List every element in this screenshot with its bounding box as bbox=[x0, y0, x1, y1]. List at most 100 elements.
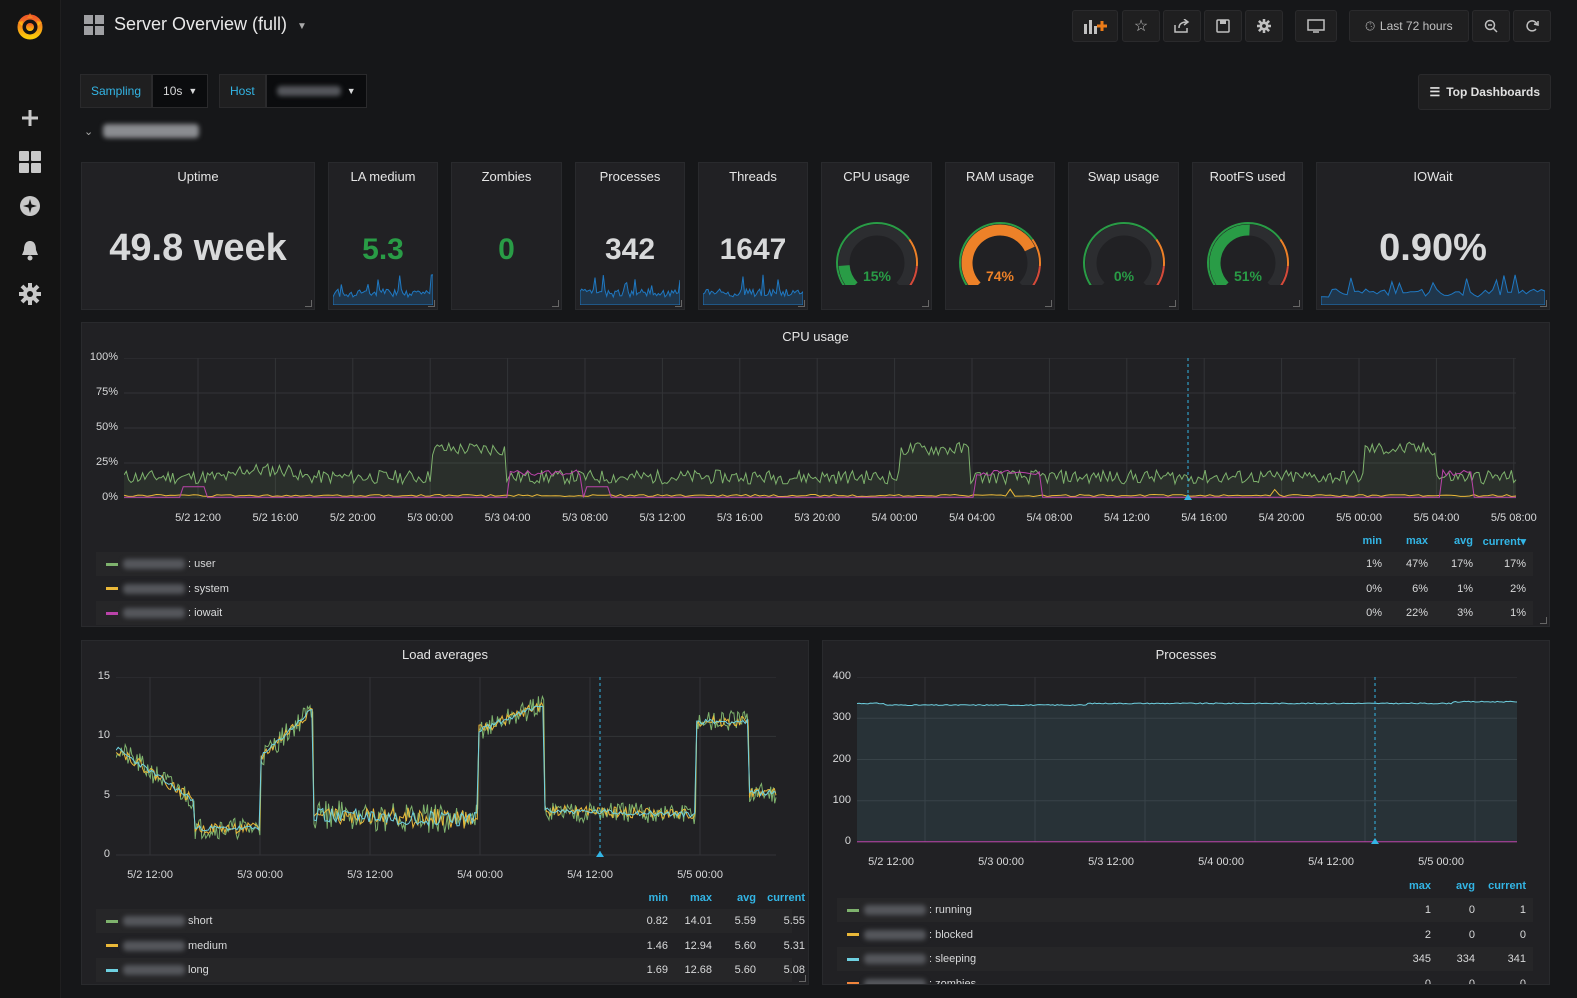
legend-series-name[interactable]: : sleeping bbox=[929, 953, 977, 965]
host-select[interactable]: ▼ bbox=[265, 74, 367, 108]
legend-row[interactable]: : zombies 0 0 0 bbox=[837, 972, 1533, 985]
legend-row[interactable]: : running 1 0 1 bbox=[837, 898, 1533, 922]
legend-column-header[interactable]: avg bbox=[737, 892, 756, 904]
resize-handle[interactable] bbox=[1293, 300, 1300, 307]
legend-row[interactable]: : blocked 2 0 0 bbox=[837, 923, 1533, 947]
grafana-logo-icon[interactable] bbox=[14, 10, 46, 42]
panel-title: Processes bbox=[599, 169, 661, 184]
annotation-marker[interactable] bbox=[596, 851, 604, 857]
legend-color-swatch[interactable] bbox=[106, 562, 118, 566]
annotation-marker[interactable] bbox=[1184, 494, 1192, 500]
refresh-button[interactable] bbox=[1513, 10, 1551, 42]
graph-panel-load-averages[interactable]: Load averages 15 10 5 0 5/2 12:00 5/3 00:00 5/… bbox=[81, 640, 809, 985]
resize-handle[interactable] bbox=[675, 300, 682, 307]
legend-series-name[interactable]: : system bbox=[188, 582, 229, 595]
resize-handle[interactable] bbox=[428, 300, 435, 307]
load-graph-area[interactable]: 15 10 5 0 5/2 12:00 5/3 00:00 5/3 12:00 5/4 00:… bbox=[82, 641, 810, 886]
tv-mode-button[interactable] bbox=[1295, 10, 1337, 42]
add-panel-button[interactable] bbox=[1072, 10, 1118, 42]
legend-row[interactable]: medium 1.46 12.94 5.60 5.31 bbox=[96, 934, 805, 958]
legend-column-header[interactable]: current bbox=[767, 892, 805, 904]
legend-row[interactable]: : system 0% 6% 1% 2% bbox=[96, 577, 1533, 601]
legend-series-name[interactable]: : blocked bbox=[929, 928, 974, 941]
resize-handle[interactable] bbox=[1169, 300, 1176, 307]
legend-color-swatch[interactable] bbox=[106, 968, 118, 972]
star-button[interactable]: ☆ bbox=[1122, 10, 1160, 42]
annotation-marker[interactable] bbox=[1371, 838, 1379, 844]
legend-color-swatch[interactable] bbox=[847, 982, 859, 984]
legend-column-header[interactable]: max bbox=[1405, 535, 1428, 547]
legend-row[interactable]: long 1.69 12.68 5.60 5.08 bbox=[96, 958, 805, 982]
dashboard-picker[interactable]: Server Overview (full) ▼ bbox=[84, 14, 307, 35]
share-button[interactable] bbox=[1163, 10, 1201, 42]
resize-handle[interactable] bbox=[305, 300, 312, 307]
stat-panel-processes[interactable]: Processes 342 bbox=[575, 162, 685, 310]
legend-row[interactable]: : sleeping 345 334 341 bbox=[837, 947, 1533, 971]
save-button[interactable] bbox=[1204, 10, 1242, 42]
legend-column-header[interactable]: max bbox=[1408, 880, 1431, 892]
legend-row[interactable]: : user 1% 47% 17% 17% bbox=[96, 552, 1533, 576]
legend-column-header[interactable]: min bbox=[648, 892, 668, 904]
resize-handle[interactable] bbox=[798, 300, 805, 307]
legend-series-name[interactable]: : zombies bbox=[929, 977, 977, 985]
legend-color-swatch[interactable] bbox=[106, 587, 118, 590]
stat-value: 0 bbox=[498, 233, 515, 266]
graph-canvas bbox=[857, 677, 1518, 844]
legend-color-swatch[interactable] bbox=[847, 908, 859, 912]
y-axis-tick: 300 bbox=[832, 711, 851, 724]
resize-handle[interactable] bbox=[1540, 300, 1547, 307]
legend-column-header[interactable]: current bbox=[1488, 880, 1526, 892]
legend-value: 14.01 bbox=[684, 915, 712, 927]
legend-column-header[interactable]: avg bbox=[1456, 880, 1475, 892]
legend-column-header[interactable]: max bbox=[689, 892, 712, 904]
legend-series-name[interactable]: : user bbox=[188, 558, 216, 570]
resize-handle[interactable] bbox=[922, 300, 929, 307]
legend-column-header[interactable]: avg bbox=[1454, 535, 1473, 547]
legend-color-swatch[interactable] bbox=[106, 919, 118, 923]
gauge-panel-rootfs[interactable]: RootFS used 51% bbox=[1192, 162, 1303, 310]
stat-panel-uptime[interactable]: Uptime 49.8 week bbox=[81, 162, 315, 310]
legend-color-swatch[interactable] bbox=[847, 933, 859, 936]
gauge-threshold-crit bbox=[1155, 266, 1165, 285]
legend-series-name[interactable]: long bbox=[188, 964, 209, 976]
plus-icon[interactable] bbox=[18, 106, 42, 130]
top-dashboards-button[interactable]: ☰ Top Dashboards bbox=[1418, 74, 1551, 110]
gauge-panel-swap[interactable]: Swap usage 0% bbox=[1068, 162, 1179, 310]
stat-panel-zombies[interactable]: Zombies 0 bbox=[451, 162, 562, 310]
legend-color-swatch[interactable] bbox=[106, 611, 118, 615]
resize-handle[interactable] bbox=[799, 975, 806, 982]
stat-panel-iowait[interactable]: IOWait 0.90% bbox=[1316, 162, 1550, 310]
explore-icon[interactable] bbox=[18, 194, 42, 218]
time-picker[interactable]: 🕓︎ Last 72 hours bbox=[1349, 10, 1469, 42]
legend-column-header[interactable]: min bbox=[1362, 535, 1382, 547]
gear-icon[interactable] bbox=[18, 282, 42, 306]
sampling-value: 10s bbox=[163, 84, 183, 98]
resize-handle[interactable] bbox=[1045, 300, 1052, 307]
row-header[interactable]: ⌄ bbox=[84, 124, 200, 138]
bell-icon[interactable] bbox=[18, 238, 42, 262]
legend-row[interactable]: : iowait 0% 22% 3% 1% bbox=[96, 601, 1533, 625]
gauge-panel-cpu[interactable]: CPU usage 15% bbox=[821, 162, 932, 310]
resize-handle[interactable] bbox=[1540, 617, 1547, 624]
resize-handle[interactable] bbox=[552, 300, 559, 307]
legend-row[interactable]: short 0.82 14.01 5.59 5.55 bbox=[96, 909, 805, 933]
zoom-out-button[interactable] bbox=[1472, 10, 1510, 42]
dashboards-icon[interactable] bbox=[18, 150, 42, 174]
legend-series-name[interactable]: short bbox=[188, 915, 213, 927]
gauge-panel-ram[interactable]: RAM usage 74% bbox=[945, 162, 1055, 310]
legend-color-swatch[interactable] bbox=[847, 957, 859, 961]
graph-panel-cpu-usage[interactable]: CPU usage 100% 75% 50% 25% 0% 5/2 12:00 5/2 16… bbox=[81, 322, 1550, 627]
legend-color-swatch[interactable] bbox=[106, 944, 118, 947]
dashboard-settings-button[interactable] bbox=[1245, 10, 1283, 42]
y-axis-tick: 50% bbox=[95, 421, 118, 433]
legend-series-name[interactable]: : iowait bbox=[188, 607, 223, 619]
stat-panel-threads[interactable]: Threads 1647 bbox=[698, 162, 808, 310]
legend-column-header[interactable]: current▾ bbox=[1482, 536, 1526, 548]
sampling-select[interactable]: 10s ▼ bbox=[152, 74, 209, 108]
stat-panel-la-medium[interactable]: LA medium 5.3 bbox=[328, 162, 438, 310]
legend-series-name[interactable]: : running bbox=[929, 904, 972, 916]
proc-graph-area[interactable]: 400 300 200 100 0 5/2 12:00 5/3 00:00 5/3 12:00… bbox=[823, 641, 1551, 876]
legend-series-name[interactable]: medium bbox=[188, 939, 228, 952]
cpu-graph-area[interactable]: 100% 75% 50% 25% 0% 5/2 12:00 5/2 16:00 5/2 20:… bbox=[82, 323, 1551, 533]
graph-panel-processes[interactable]: Processes 400 300 200 100 0 5/2 12:00 5/3 00:0… bbox=[822, 640, 1550, 985]
